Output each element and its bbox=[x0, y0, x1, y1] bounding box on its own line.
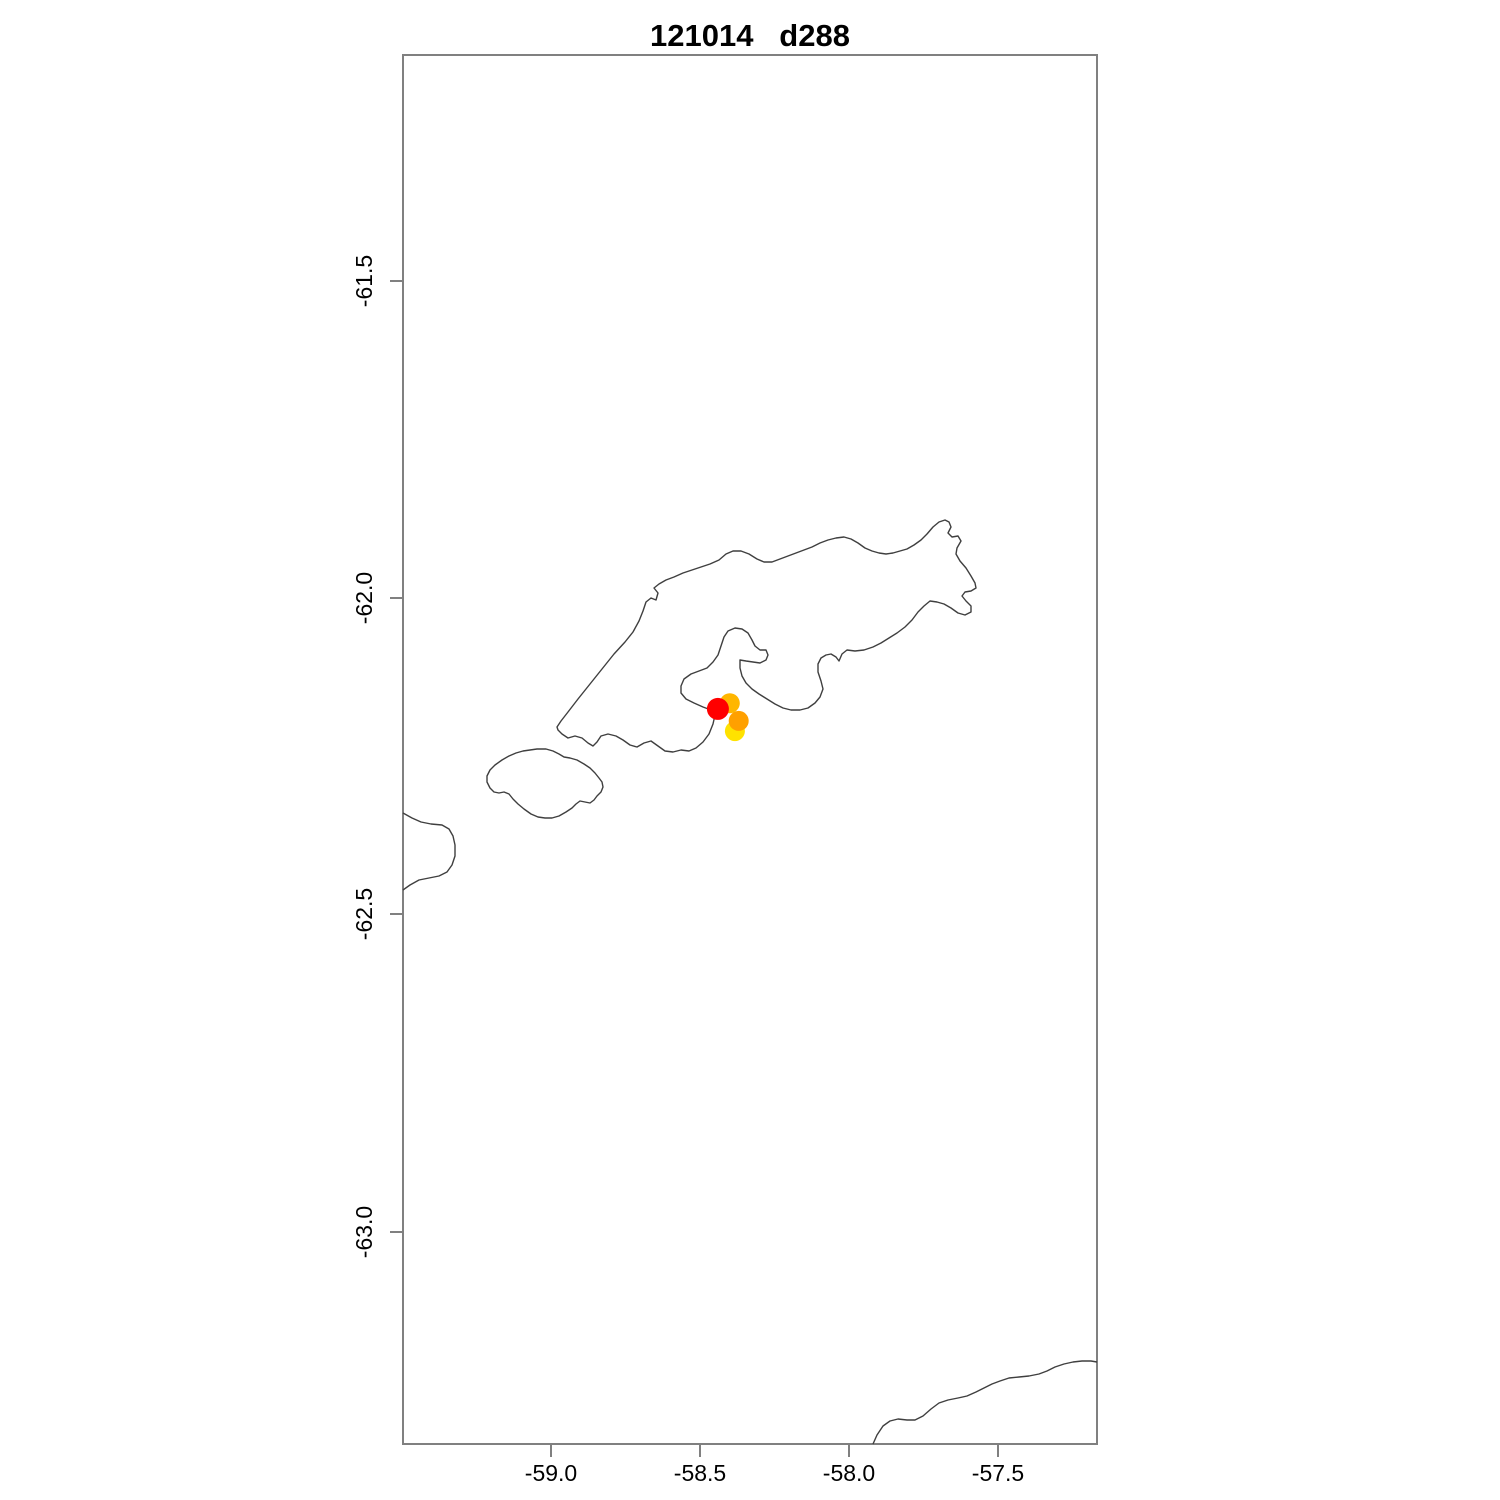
y-tick-label: -62.0 bbox=[351, 572, 377, 624]
plot-title: 121014 d288 bbox=[650, 18, 850, 53]
x-tick-label: -59.0 bbox=[525, 1460, 577, 1486]
track-point-orange bbox=[728, 710, 749, 731]
plot-box bbox=[402, 54, 1098, 1445]
x-axis: -59.0 -58.5 -58.0 -57.5 bbox=[525, 1444, 1024, 1486]
y-tick-label: -61.5 bbox=[351, 255, 377, 307]
y-tick-label: -63.0 bbox=[351, 1206, 377, 1258]
west-edge-coastline bbox=[402, 812, 456, 891]
y-axis: -61.5 -62.0 -62.5 -63.0 bbox=[351, 255, 403, 1258]
y-tick-label: -62.5 bbox=[351, 888, 377, 940]
southeast-coastline bbox=[872, 1360, 1098, 1445]
x-tick-label: -58.5 bbox=[674, 1460, 726, 1486]
track-point-red bbox=[706, 697, 729, 720]
coastline-group bbox=[402, 519, 1098, 1445]
king-george-island-coastline bbox=[556, 519, 977, 753]
x-tick-label: -58.0 bbox=[823, 1460, 875, 1486]
small-island-coastline bbox=[486, 748, 604, 819]
x-tick-label: -57.5 bbox=[972, 1460, 1024, 1486]
track-points-group bbox=[706, 693, 749, 742]
